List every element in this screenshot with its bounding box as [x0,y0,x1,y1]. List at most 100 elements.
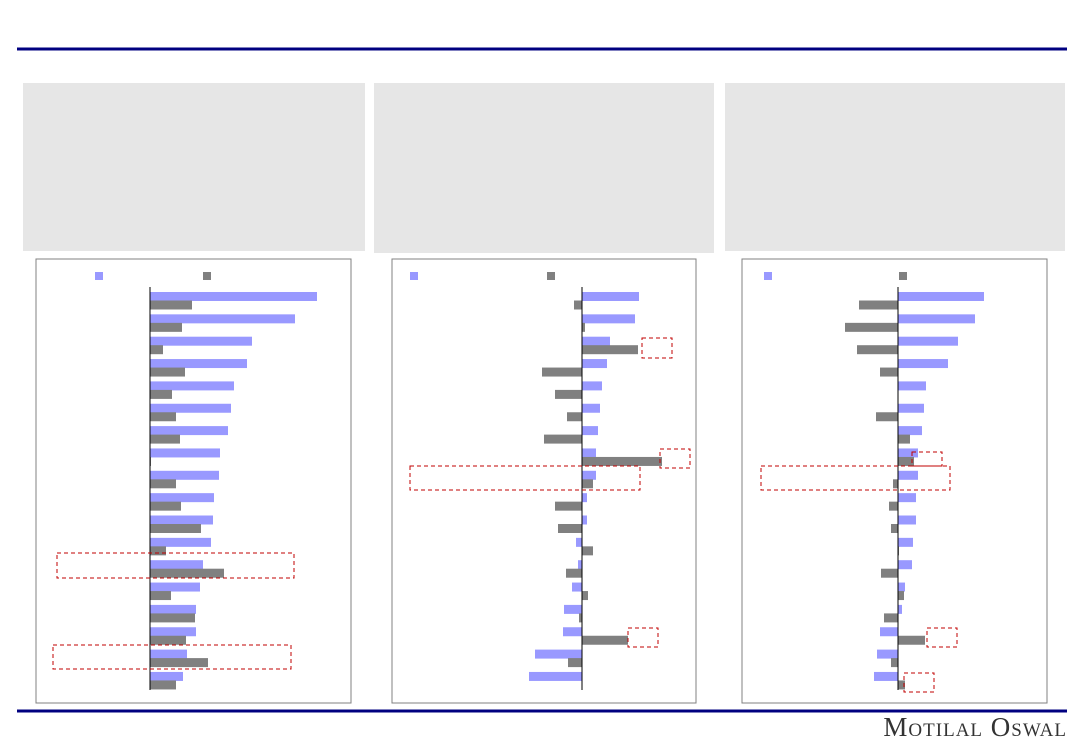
chart [35,258,352,704]
bar [564,604,582,614]
bar [582,470,596,480]
bar [898,582,905,592]
bar [150,300,192,310]
bar [857,345,898,355]
bar [150,359,247,369]
bar [572,582,582,592]
bar [150,314,295,324]
bar [150,649,187,659]
bar [150,524,201,533]
bar [150,345,163,355]
text-panel [23,83,365,251]
bar [582,493,587,503]
bar [898,403,924,413]
bar [582,314,635,324]
bar [579,613,582,623]
bar [891,524,898,533]
bar [150,515,213,525]
bar [859,300,898,310]
bar [150,680,176,690]
bar [150,412,176,422]
bar [880,627,898,637]
highlight-box [641,337,673,359]
highlight-box [760,465,951,491]
bar [555,389,582,399]
bar [582,456,662,466]
bar [891,658,898,668]
bar [555,501,582,511]
bar [574,300,582,310]
bar [898,604,902,614]
bar [874,671,898,681]
bar [898,591,904,601]
bar [576,537,582,547]
highlight-box [52,644,292,670]
legend-swatch [899,272,907,280]
bar [582,292,639,301]
bar [898,635,925,645]
legend-swatch [95,272,103,280]
bar [876,412,898,422]
bar [150,658,208,668]
bar [582,426,598,436]
bar [150,389,172,399]
bar [150,426,228,436]
bar [150,336,252,346]
chart [741,258,1048,704]
highlight-box [627,627,659,648]
bar [898,359,948,369]
bar [898,448,918,458]
brand: Motilal Oswal [883,712,1067,742]
bar [881,568,898,578]
text-panel [725,83,1065,251]
bar [566,568,582,578]
bar [150,470,219,480]
bar [582,336,610,346]
legend-swatch [410,272,418,280]
highlight-box [911,451,943,467]
bar [150,448,220,458]
bar [150,493,214,503]
bar [845,322,898,332]
legend-swatch [203,272,211,280]
bar [150,560,203,570]
bar [898,680,905,690]
bar [558,524,582,533]
bar [529,671,582,681]
bar [898,434,910,444]
bar [880,367,898,377]
bar [150,479,176,489]
chart-frame [391,258,697,704]
bar [582,591,588,601]
chart-frame [35,258,352,704]
text-panel [374,83,714,253]
bar [568,658,582,668]
bar [898,336,958,346]
bar [150,582,200,592]
bar [877,649,898,659]
bar [150,434,180,444]
bar [150,367,185,377]
bar [578,560,582,570]
bar [898,292,984,301]
bar [544,434,582,444]
chart [391,258,697,704]
bar [150,604,196,614]
bar [150,568,224,578]
bar [898,426,922,436]
bar [582,403,600,413]
bar [582,479,593,489]
bar [563,627,582,637]
bar [535,649,582,659]
highlight-box [56,552,295,579]
highlight-box [903,672,935,693]
bar [893,479,898,489]
bar [582,515,587,525]
bar [582,322,585,332]
bar [150,635,186,645]
bar [542,367,582,377]
bar [898,537,913,547]
bar [150,381,234,391]
bar [582,546,593,556]
